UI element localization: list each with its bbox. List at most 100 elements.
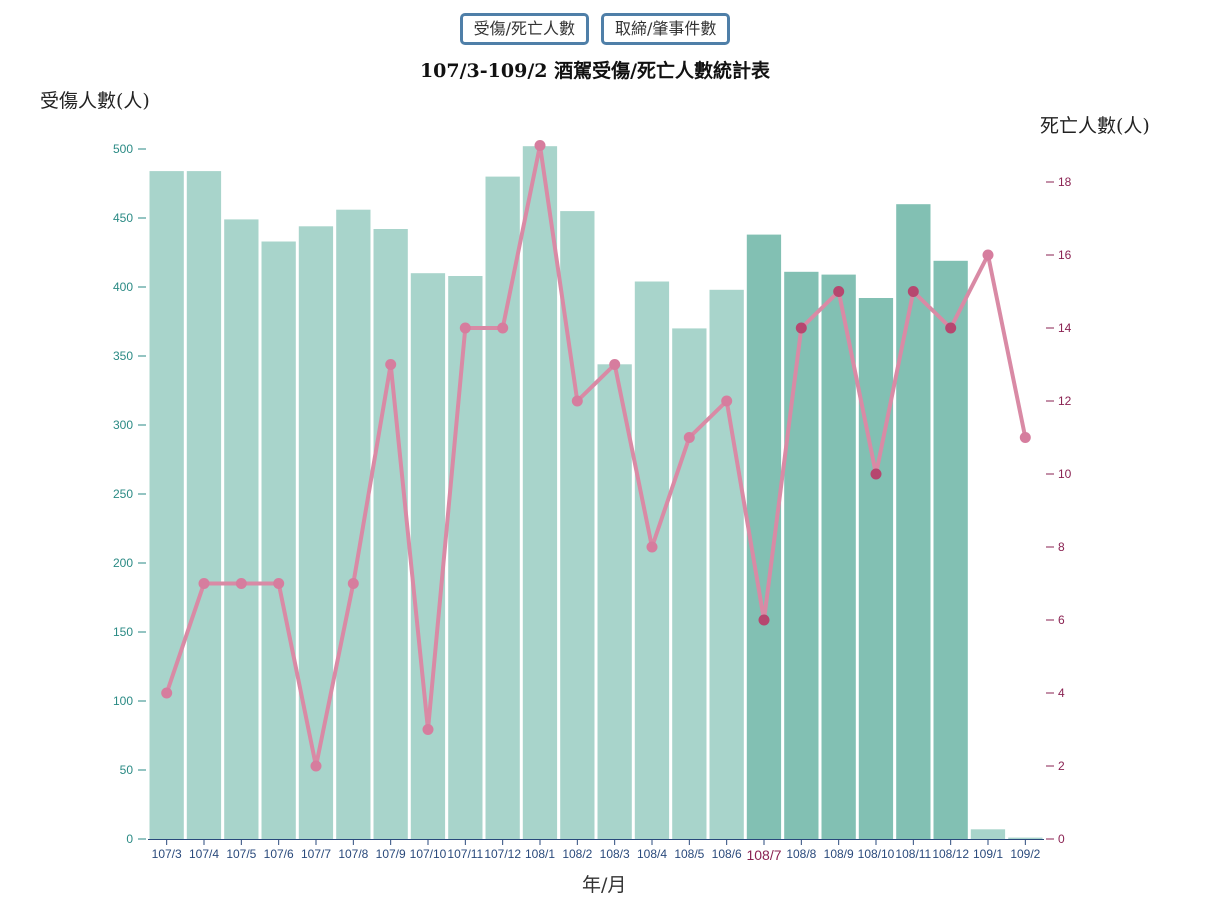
- left-tick-label: 50: [120, 763, 134, 777]
- death-point-108/7[interactable]: [758, 614, 770, 626]
- death-point-108/8[interactable]: [795, 322, 807, 334]
- bar-108/5[interactable]: [672, 328, 707, 839]
- right-tick-label: 4: [1058, 686, 1065, 700]
- x-tick-label: 109/2: [1010, 847, 1040, 861]
- death-point-107/5[interactable]: [235, 578, 247, 589]
- x-tick-label: 107/6: [264, 847, 294, 861]
- bar-107/4[interactable]: [186, 171, 222, 840]
- death-point-108/6[interactable]: [721, 395, 733, 407]
- death-point-107/4[interactable]: [198, 578, 210, 589]
- bar-107/9[interactable]: [373, 229, 408, 839]
- death-point-107/10[interactable]: [422, 724, 434, 735]
- bar-109/1[interactable]: [970, 829, 1006, 839]
- x-tick-label: 108/3: [600, 847, 630, 861]
- right-tick-label: 14: [1058, 321, 1072, 335]
- death-point-108/9[interactable]: [833, 286, 845, 297]
- bar-107/12[interactable]: [485, 176, 520, 840]
- death-point-108/1[interactable]: [534, 140, 546, 151]
- left-tick-label: 100: [113, 694, 133, 708]
- bar-108/4[interactable]: [634, 281, 670, 840]
- death-point-107/12[interactable]: [497, 322, 509, 334]
- bar-108/11[interactable]: [896, 204, 931, 839]
- x-tick-label: 107/7: [301, 847, 331, 861]
- left-y-axis: 0 50 100 150 200 250 300 350 400 450 500: [113, 142, 146, 846]
- death-line: [164, 143, 1028, 768]
- right-y-axis: 0 2 4 6 8 10 12 14 16 18: [1046, 175, 1072, 846]
- x-tick-label: 107/9: [376, 847, 406, 861]
- bar-107/10[interactable]: [410, 273, 446, 839]
- death-point-107/9[interactable]: [385, 359, 397, 370]
- death-point-107/8[interactable]: [347, 578, 359, 589]
- death-point-107/7[interactable]: [310, 760, 322, 772]
- death-point-108/10[interactable]: [870, 468, 882, 480]
- death-point-108/5[interactable]: [683, 432, 695, 443]
- x-tick-label: 109/1: [973, 847, 1003, 861]
- right-tick-label: 18: [1058, 175, 1072, 189]
- x-tick-label: 108/8: [786, 847, 816, 861]
- x-tick-label: 108/10: [858, 847, 895, 861]
- x-tick-label: 107/10: [410, 847, 447, 861]
- bar-108/10[interactable]: [858, 298, 894, 839]
- bar-108/9[interactable]: [821, 274, 856, 840]
- x-tick-label: 108/1: [525, 847, 555, 861]
- chart-title: 107/3-109/2 酒駕受傷/死亡人數統計表: [419, 60, 771, 82]
- casualties-tab-button[interactable]: 受傷/死亡人數: [459, 13, 589, 45]
- death-point-107/3[interactable]: [161, 687, 173, 699]
- x-tick-label: 107/4: [189, 847, 219, 861]
- left-tick-label: 350: [113, 349, 133, 363]
- left-tick-label: 250: [113, 487, 133, 501]
- left-tick-label: 300: [113, 418, 133, 432]
- x-tick-label: 108/7: [746, 847, 781, 863]
- death-point-108/11[interactable]: [907, 286, 919, 297]
- death-point-107/6[interactable]: [273, 578, 285, 589]
- bar-108/12[interactable]: [933, 260, 968, 839]
- x-axis: 107/3 107/4 107/5 107/6 107/7 107/8 107/9 107/1…: [148, 839, 1044, 863]
- x-tick-label: 107/3: [152, 847, 182, 861]
- right-tick-label: 8: [1058, 540, 1065, 554]
- death-points: [161, 140, 1031, 772]
- death-series-line: [164, 143, 1028, 768]
- right-tick-label: 16: [1058, 248, 1072, 262]
- left-tick-label: 500: [113, 142, 133, 156]
- death-point-108/3[interactable]: [609, 359, 621, 370]
- left-tick-label: 0: [126, 832, 133, 846]
- cases-tab-button[interactable]: 取締/肇事件數: [601, 13, 731, 45]
- x-tick-label: 108/5: [674, 847, 704, 861]
- x-axis-title: 年/月: [582, 874, 627, 896]
- left-tick-label: 200: [113, 556, 133, 570]
- bar-107/6[interactable]: [261, 241, 296, 840]
- x-tick-label: 107/8: [338, 847, 368, 861]
- bar-108/6[interactable]: [709, 289, 744, 839]
- left-tick-label: 150: [113, 625, 133, 639]
- injury-bars: [149, 146, 1043, 840]
- death-point-108/2[interactable]: [571, 395, 583, 407]
- bar-107/7[interactable]: [298, 226, 334, 840]
- x-tick-label: 108/4: [637, 847, 667, 861]
- right-tick-label: 10: [1058, 467, 1072, 481]
- x-tick-label: 108/2: [562, 847, 592, 861]
- x-tick-label: 108/11: [895, 847, 931, 861]
- death-point-109/1[interactable]: [982, 249, 994, 261]
- x-tick-label: 108/9: [824, 847, 854, 861]
- x-tick-label: 108/6: [712, 847, 742, 861]
- bar-107/5[interactable]: [224, 219, 259, 839]
- x-tick-label: 107/5: [226, 847, 256, 861]
- right-axis-title: 死亡人數(人): [1040, 115, 1150, 137]
- x-tick-label: 107/11: [447, 847, 483, 861]
- bar-109/2[interactable]: [1008, 837, 1043, 839]
- left-tick-label: 400: [113, 280, 133, 294]
- right-tick-label: 6: [1058, 613, 1065, 627]
- bar-108/3[interactable]: [597, 364, 632, 839]
- death-point-109/2[interactable]: [1019, 432, 1031, 443]
- bar-108/1[interactable]: [522, 146, 558, 839]
- bar-107/3[interactable]: [149, 171, 184, 840]
- death-point-108/12[interactable]: [945, 322, 957, 334]
- bar-107/11[interactable]: [448, 276, 483, 839]
- bar-108/8[interactable]: [784, 271, 819, 839]
- left-axis-title: 受傷人數(人): [40, 90, 150, 112]
- right-tick-label: 12: [1058, 394, 1072, 408]
- death-point-107/11[interactable]: [459, 322, 471, 334]
- right-tick-label: 0: [1058, 832, 1065, 846]
- death-point-108/4[interactable]: [646, 541, 658, 553]
